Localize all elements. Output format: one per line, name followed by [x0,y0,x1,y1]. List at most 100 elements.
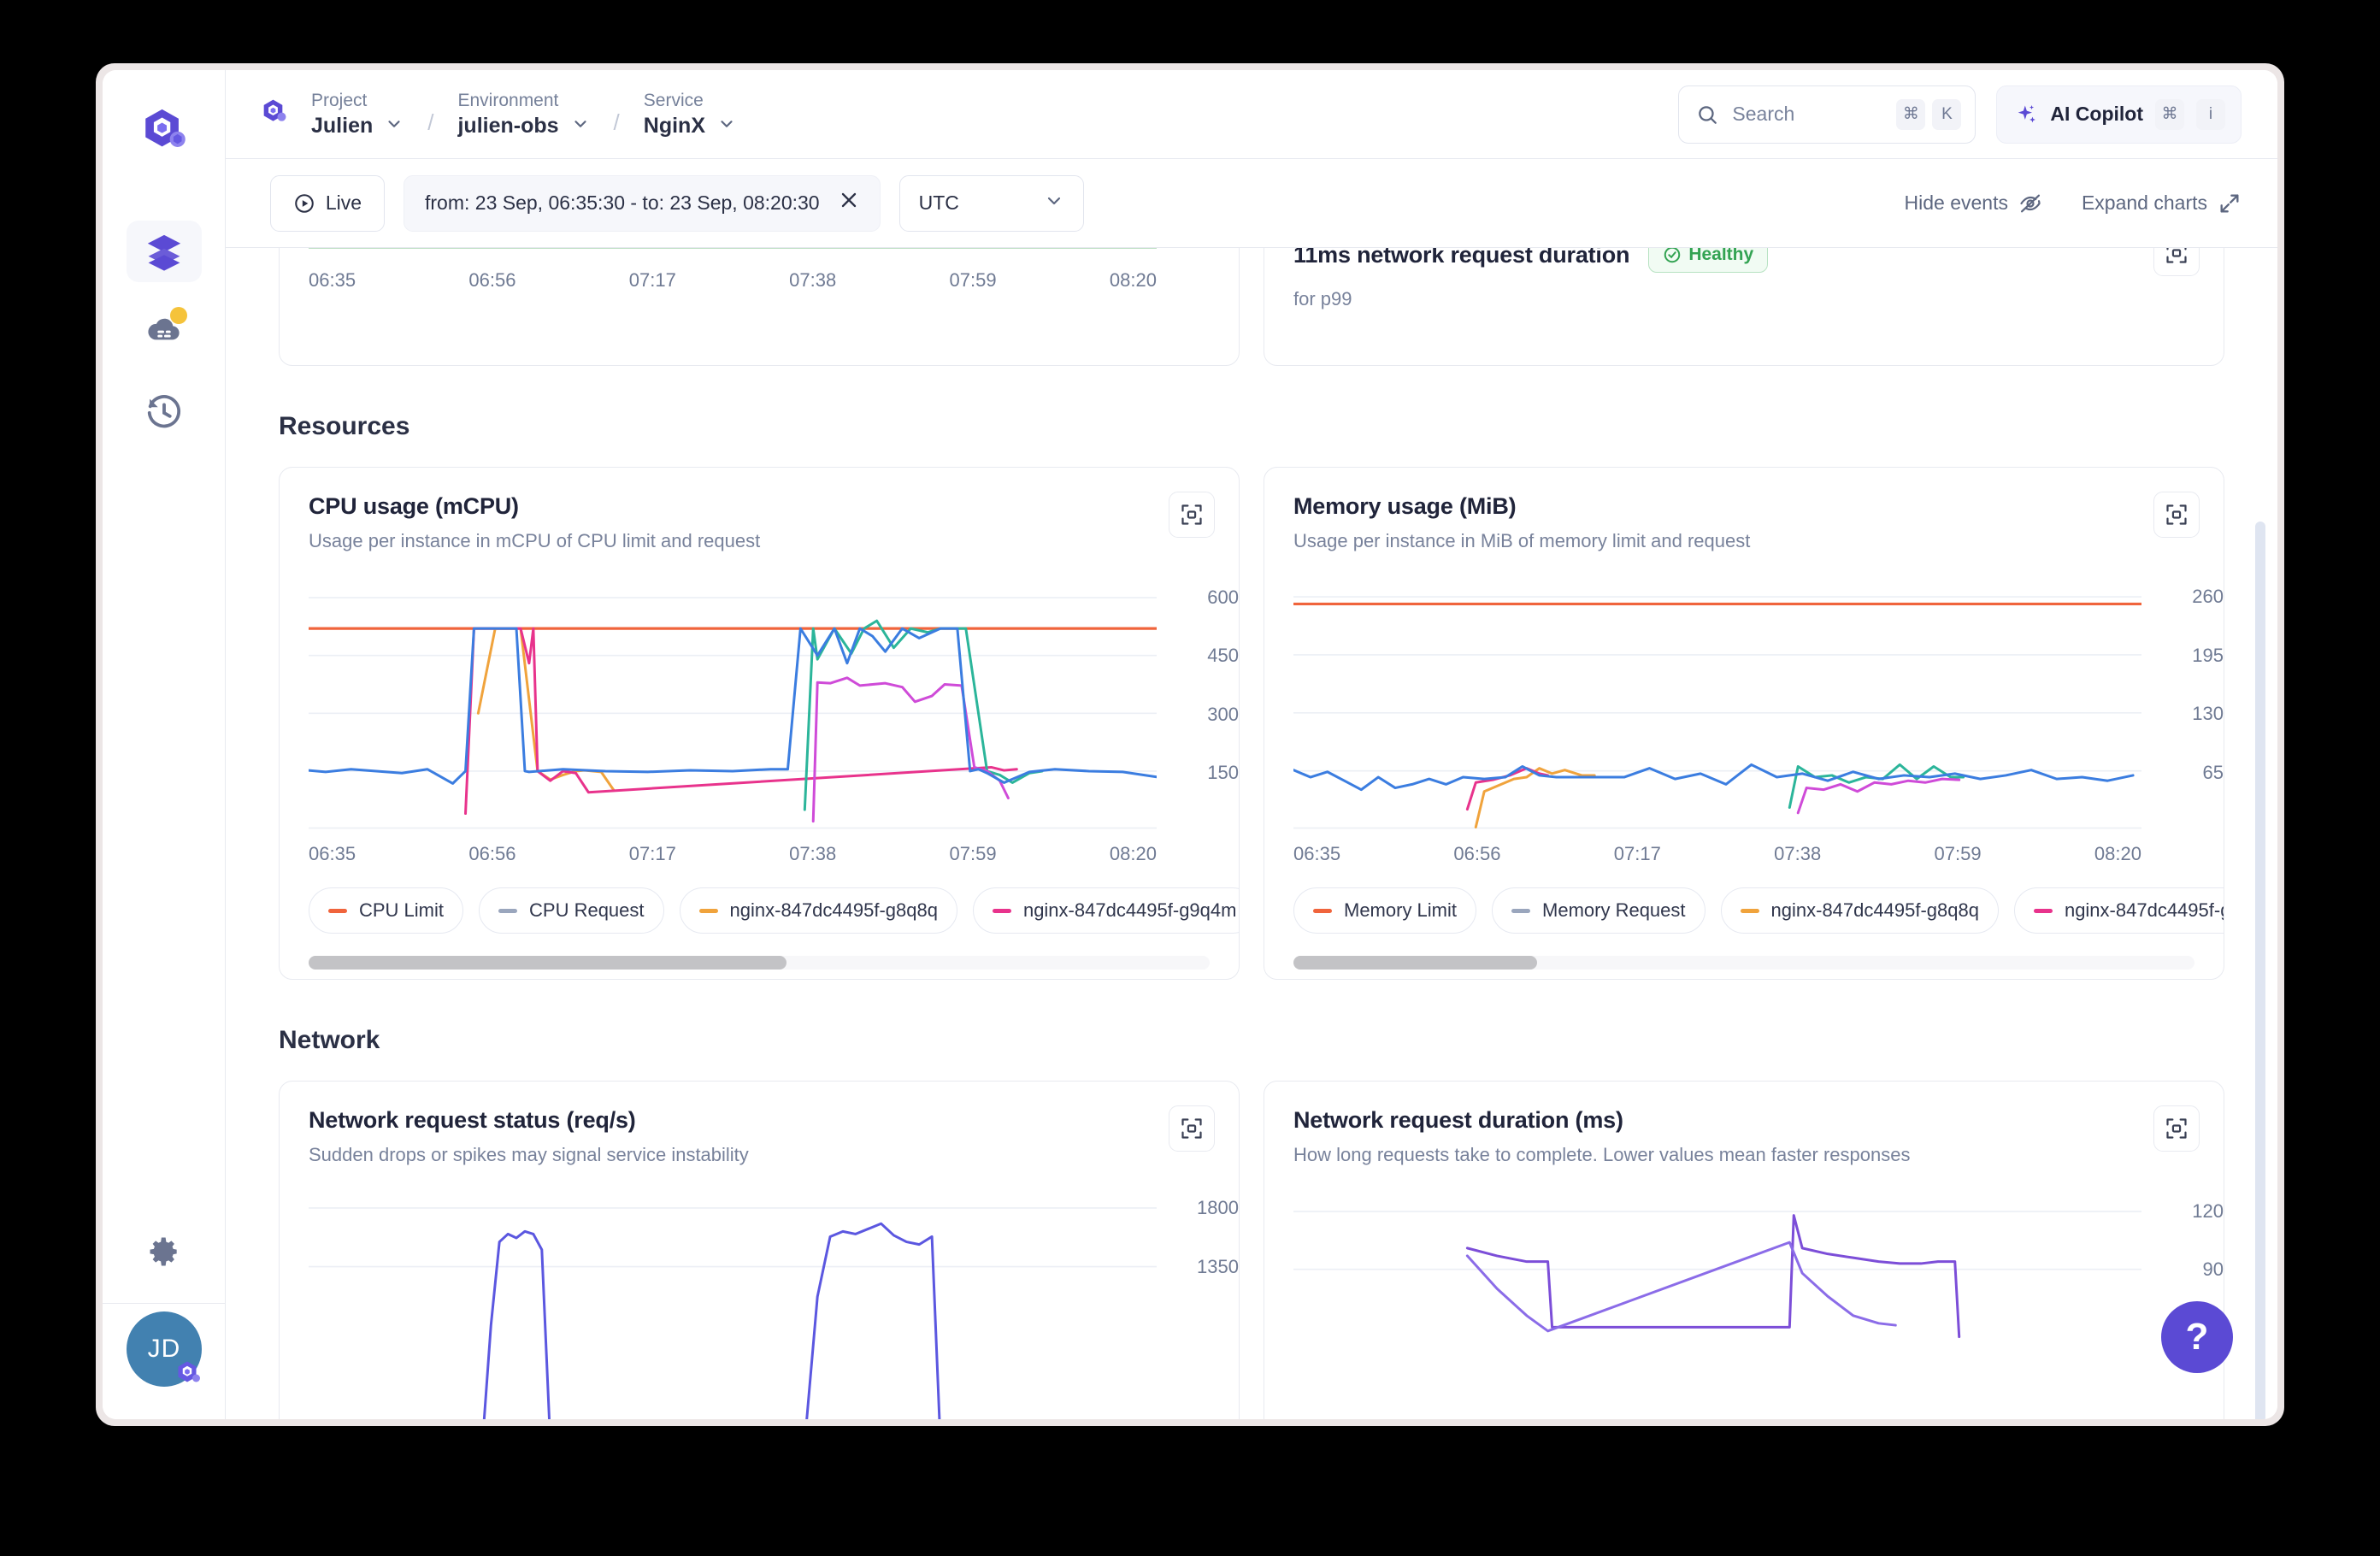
memory-plot: 260 195 130 65 [1293,575,2224,831]
timezone-select[interactable]: UTC [898,174,1084,232]
legend-item[interactable]: nginx-847dc4495f-g8q8q [679,887,957,934]
ytick: 1800 [1197,1197,1239,1219]
avatar-org-badge-icon [174,1358,205,1388]
network-status-card: Network request status (req/s) Sudden dr… [279,1081,1240,1419]
ai-copilot-button[interactable]: AI Copilot ⌘ i [1996,85,2242,144]
legend-color-swatch [698,908,718,913]
clear-range-icon[interactable] [839,190,859,216]
memory-legend[interactable]: Memory Limit Memory Request nginx-847dc4… [1293,887,2224,937]
cpu-legend[interactable]: CPU Limit CPU Request nginx-847dc4495f-g… [309,887,1239,937]
ytick: 300 [1207,703,1239,725]
cpu-legend-scrollbar[interactable] [309,956,1210,970]
search-placeholder: Search [1732,103,1795,125]
time-range-text: from: 23 Sep, 06:35:30 - to: 23 Sep, 08:… [425,192,820,214]
section-title-resources: Resources [279,412,410,440]
search-shortcut: ⌘ K [1896,98,1962,130]
legend-label: Memory Limit [1344,899,1458,921]
status-badge: Healthy [1648,248,1769,273]
sidebar-item-infrastructure[interactable] [127,299,202,361]
legend-color-swatch [1740,908,1759,913]
uptime-area-band [309,248,1157,249]
live-label: Live [325,192,362,214]
time-range-pill[interactable]: from: 23 Sep, 06:35:30 - to: 23 Sep, 08:… [404,174,881,232]
breadcrumb-service-label: Service [643,90,704,110]
dashboard-scroll-area[interactable]: 06:35 06:56 07:17 07:38 07:59 08:20 11ms… [226,248,2277,1419]
sidebar-item-settings[interactable] [127,1221,202,1282]
legend-item[interactable]: CPU Request [479,887,664,934]
breadcrumb-project-value: Julien [311,113,374,138]
memory-card-subtitle: Usage per instance in MiB of memory limi… [1293,530,1751,551]
sparkles-icon [2018,104,2036,122]
avatar-initials: JD [147,1335,181,1363]
legend-item[interactable]: nginx-847dc4495f-g8q8q [1720,887,1999,934]
legend-item[interactable]: Memory Request [1492,887,1705,934]
xtick: 07:38 [789,269,837,291]
ytick: 90 [2202,1258,2224,1281]
help-button[interactable]: ? [2161,1301,2233,1373]
scrollbar-thumb[interactable] [309,956,786,970]
sidebar-item-history[interactable] [127,381,202,443]
expand-chart-icon [2166,504,2187,525]
expand-charts-button[interactable]: Expand charts [2082,192,2242,215]
expand-charts-label: Expand charts [2081,192,2207,214]
cpu-plot: 600 450 300 150 [309,575,1239,831]
topbar: Project Julien / Environment julien-obs [226,70,2277,159]
legend-item[interactable]: Memory Limit [1293,887,1477,934]
legend-item[interactable]: nginx-847dc4495f-g9q4m [2013,887,2224,934]
chevron-down-icon[interactable] [717,115,736,138]
ytick: 195 [2192,644,2224,666]
expand-chart-button[interactable] [1169,1105,1215,1152]
legend-color-swatch [498,908,518,913]
cpu-yaxis: 600 450 300 150 [1162,575,1239,831]
avatar[interactable]: JD [127,1311,202,1387]
eye-off-icon [2020,194,2041,212]
network-duration-card: Network request duration (ms) How long r… [1264,1081,2224,1419]
expand-chart-button[interactable] [2153,248,2200,276]
ytick: 120 [2192,1200,2224,1223]
network-status-title: Network request status (req/s) [309,1107,636,1133]
legend-label: nginx-847dc4495f-g9q4m [2064,899,2224,921]
cpu-xaxis: 06:35 06:56 07:17 07:38 07:59 08:20 [309,843,1157,865]
breadcrumb-separator-1: / [427,109,434,135]
hide-events-button[interactable]: Hide events [1905,192,2042,215]
legend-item[interactable]: CPU Limit [309,887,464,934]
xtick: 07:38 [1774,843,1822,864]
page-scrollbar[interactable] [2255,522,2265,1419]
breadcrumb-service[interactable]: Service NginX [644,91,736,138]
breadcrumb-project[interactable]: Project Julien [311,91,404,138]
status-badge-label: Healthy [1688,248,1754,264]
ytick: 450 [1207,645,1239,667]
top-partial-xaxis: 06:35 06:56 07:17 07:38 07:59 08:20 [309,269,1157,292]
top-partial-card-right: 11ms network request duration Healthy fo… [1264,248,2224,366]
breadcrumb: Project Julien / Environment julien-obs [226,91,736,138]
chevron-down-icon[interactable] [571,115,590,138]
notification-badge-icon [170,306,187,324]
network-status-subtitle: Sudden drops or spikes may signal servic… [309,1144,749,1165]
expand-chart-button[interactable] [1169,492,1215,538]
chevron-down-icon[interactable] [385,115,404,138]
legend-label: nginx-847dc4495f-g8q8q [1770,899,1979,921]
network-status-plot: 1800 1350 [309,1188,1239,1419]
breadcrumb-environment[interactable]: Environment julien-obs [457,91,589,138]
legend-item[interactable]: nginx-847dc4495f-g9q4m [972,887,1239,934]
search-input[interactable]: Search ⌘ K [1678,85,1976,144]
legend-label: CPU Request [529,899,645,921]
memory-card-title: Memory usage (MiB) [1293,493,1517,519]
cloud-server-icon [148,318,180,339]
live-button[interactable]: Live [270,174,385,232]
memory-legend-scrollbar[interactable] [1293,956,2194,970]
cpu-chart-svg [309,575,1157,829]
sidebar-item-layers[interactable] [127,221,202,282]
latency-card-title: 11ms network request duration [1293,248,1630,268]
expand-chart-button[interactable] [2153,1105,2200,1152]
network-status-yaxis: 1800 1350 [1162,1188,1239,1419]
section-title-network: Network [279,1026,380,1054]
legend-color-swatch [1313,908,1332,913]
memory-xaxis: 06:35 06:56 07:17 07:38 07:59 08:20 [1293,843,2141,865]
check-circle-icon [1664,248,1681,263]
expand-chart-button[interactable] [2153,492,2200,538]
ytick: 130 [2192,703,2224,725]
scrollbar-thumb[interactable] [1293,956,1537,970]
xtick: 07:17 [628,269,676,291]
ytick: 600 [1207,586,1239,609]
